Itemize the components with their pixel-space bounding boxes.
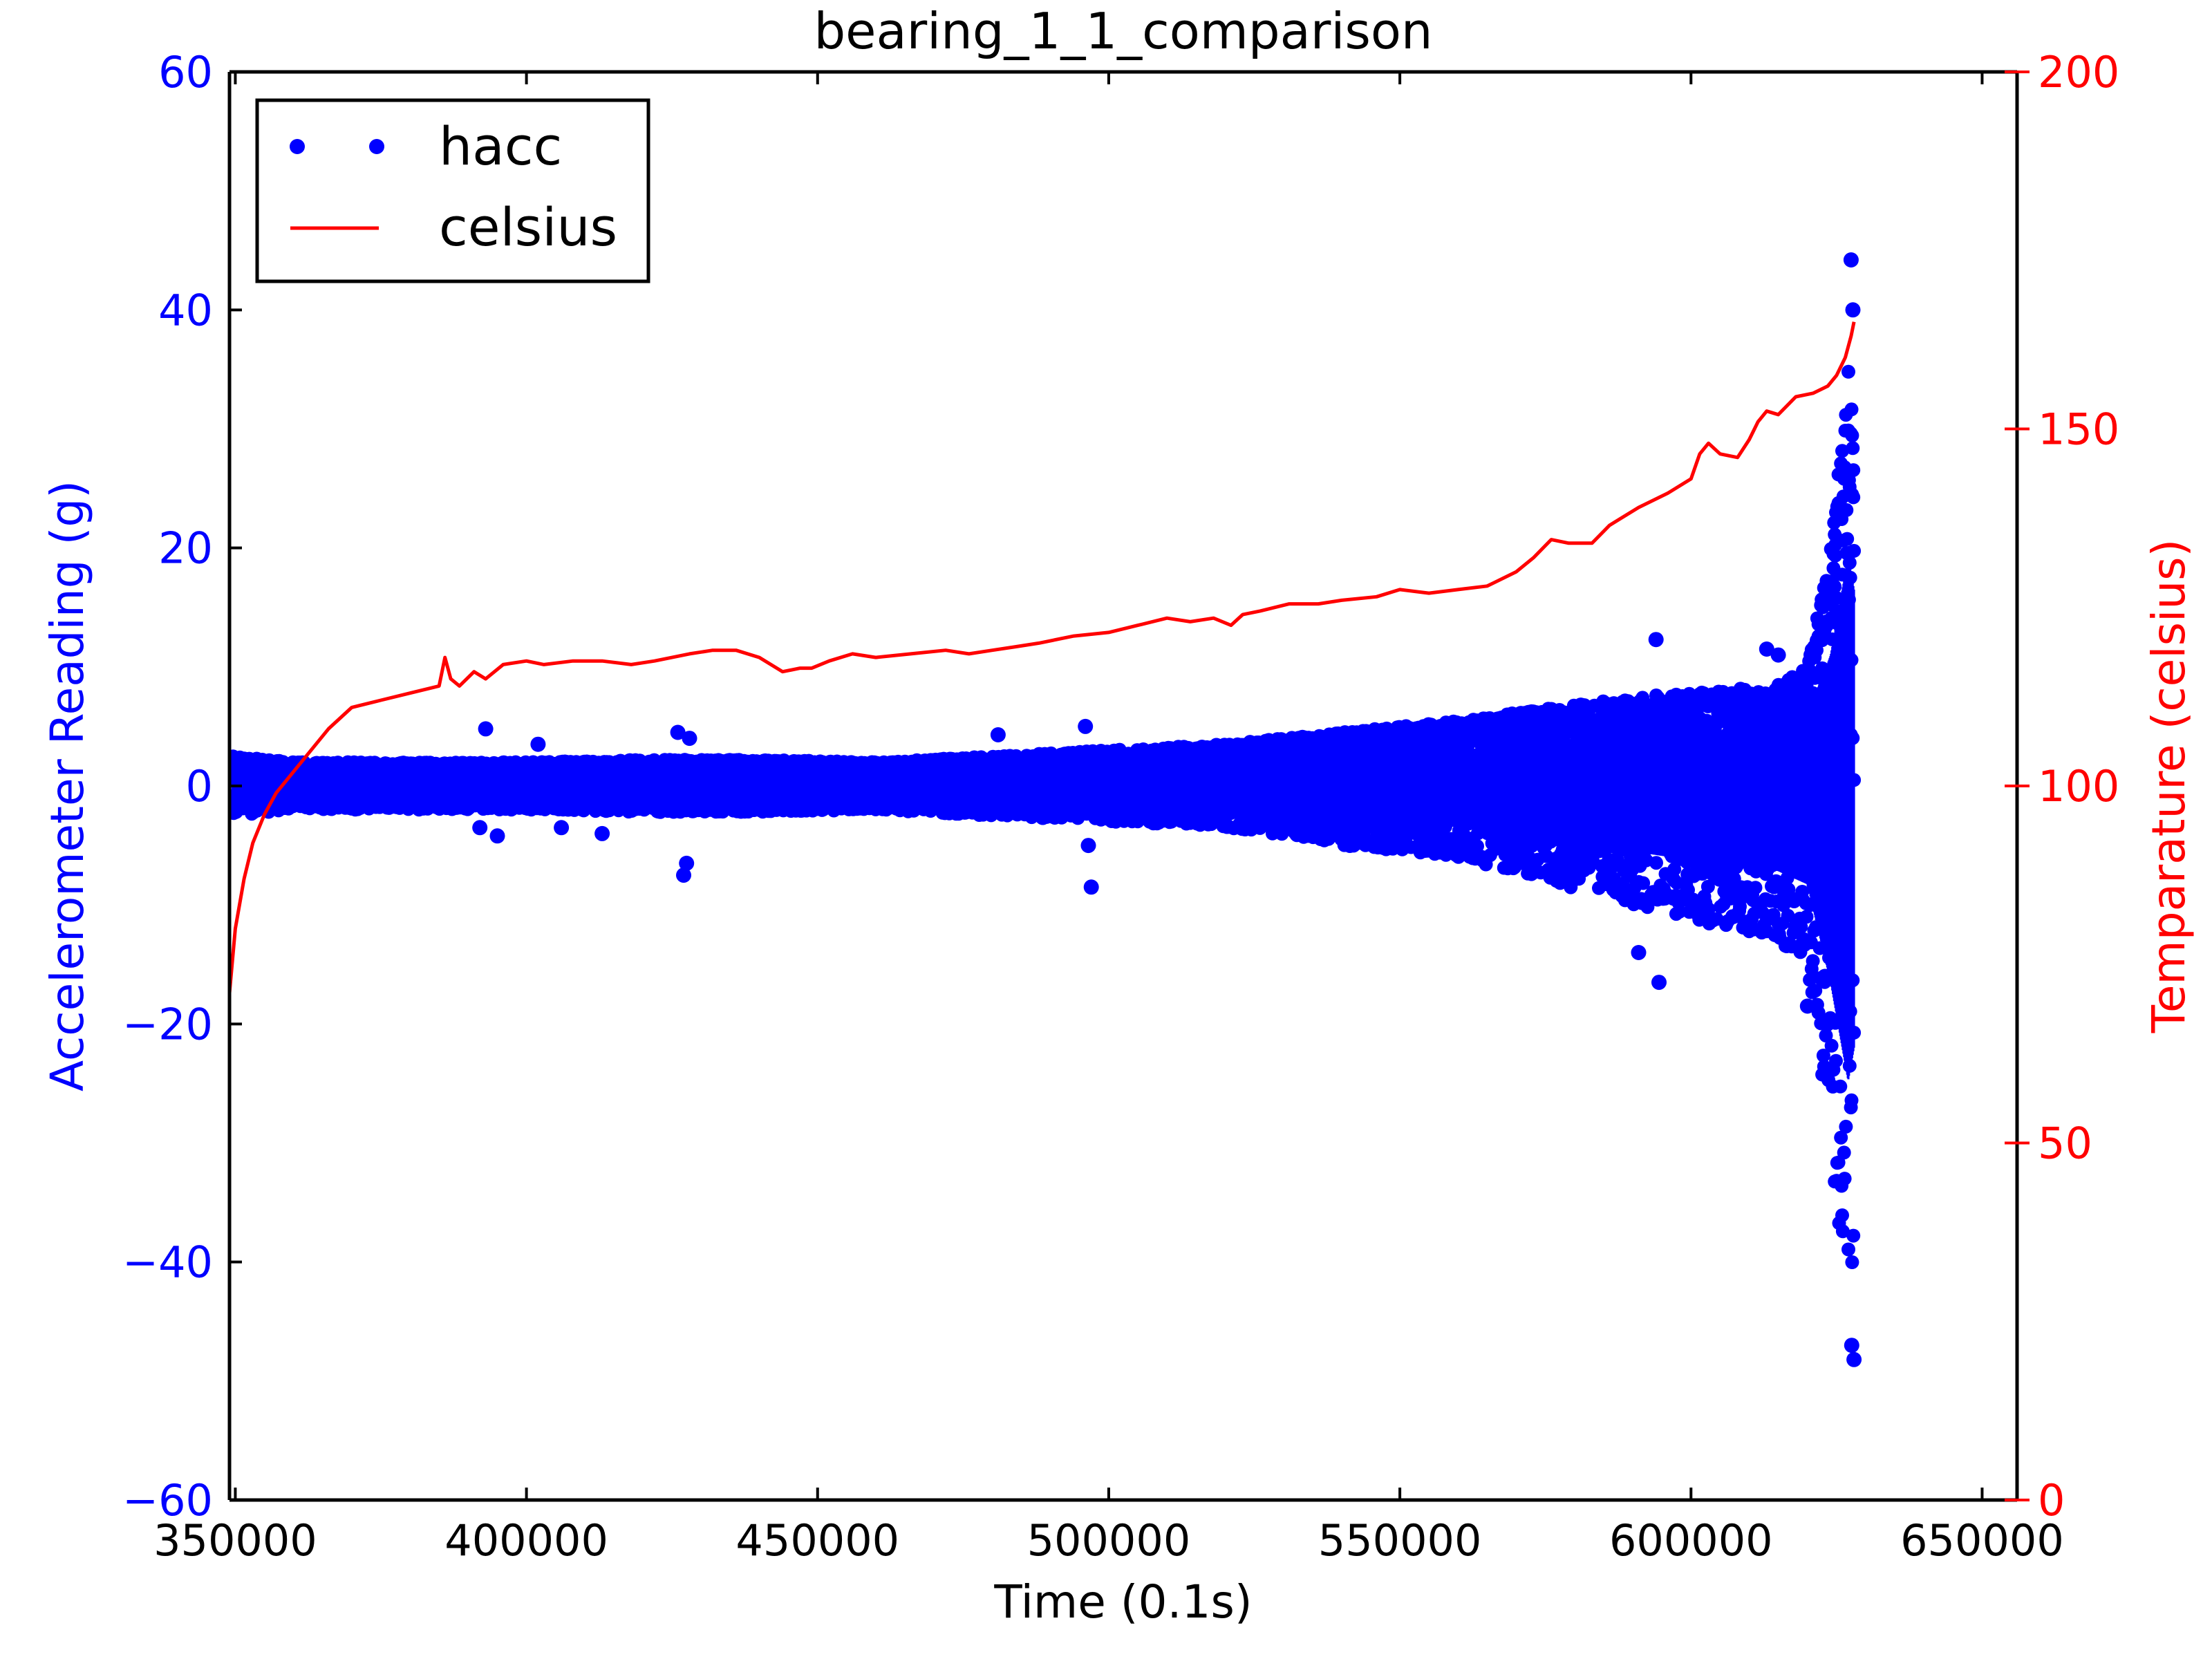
plot-area [229,252,1862,1367]
chart-title: bearing_1_1_comparison [814,2,1432,60]
hacc-series [229,252,1862,1367]
